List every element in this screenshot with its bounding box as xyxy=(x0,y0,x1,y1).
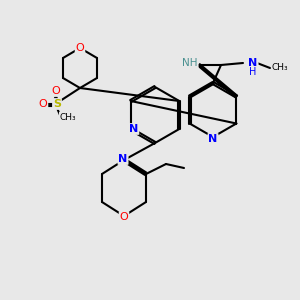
Text: O: O xyxy=(76,43,84,53)
Text: N: N xyxy=(118,154,127,164)
Text: N: N xyxy=(129,124,138,134)
Text: N: N xyxy=(248,58,258,68)
Text: O: O xyxy=(52,86,60,96)
Text: S: S xyxy=(53,99,61,109)
Text: H: H xyxy=(249,67,257,77)
Text: N: N xyxy=(208,134,217,144)
Text: O: O xyxy=(39,99,47,109)
Text: CH₃: CH₃ xyxy=(272,64,288,73)
Text: NH: NH xyxy=(182,58,198,68)
Text: O: O xyxy=(120,212,128,222)
Text: CH₃: CH₃ xyxy=(60,112,76,122)
